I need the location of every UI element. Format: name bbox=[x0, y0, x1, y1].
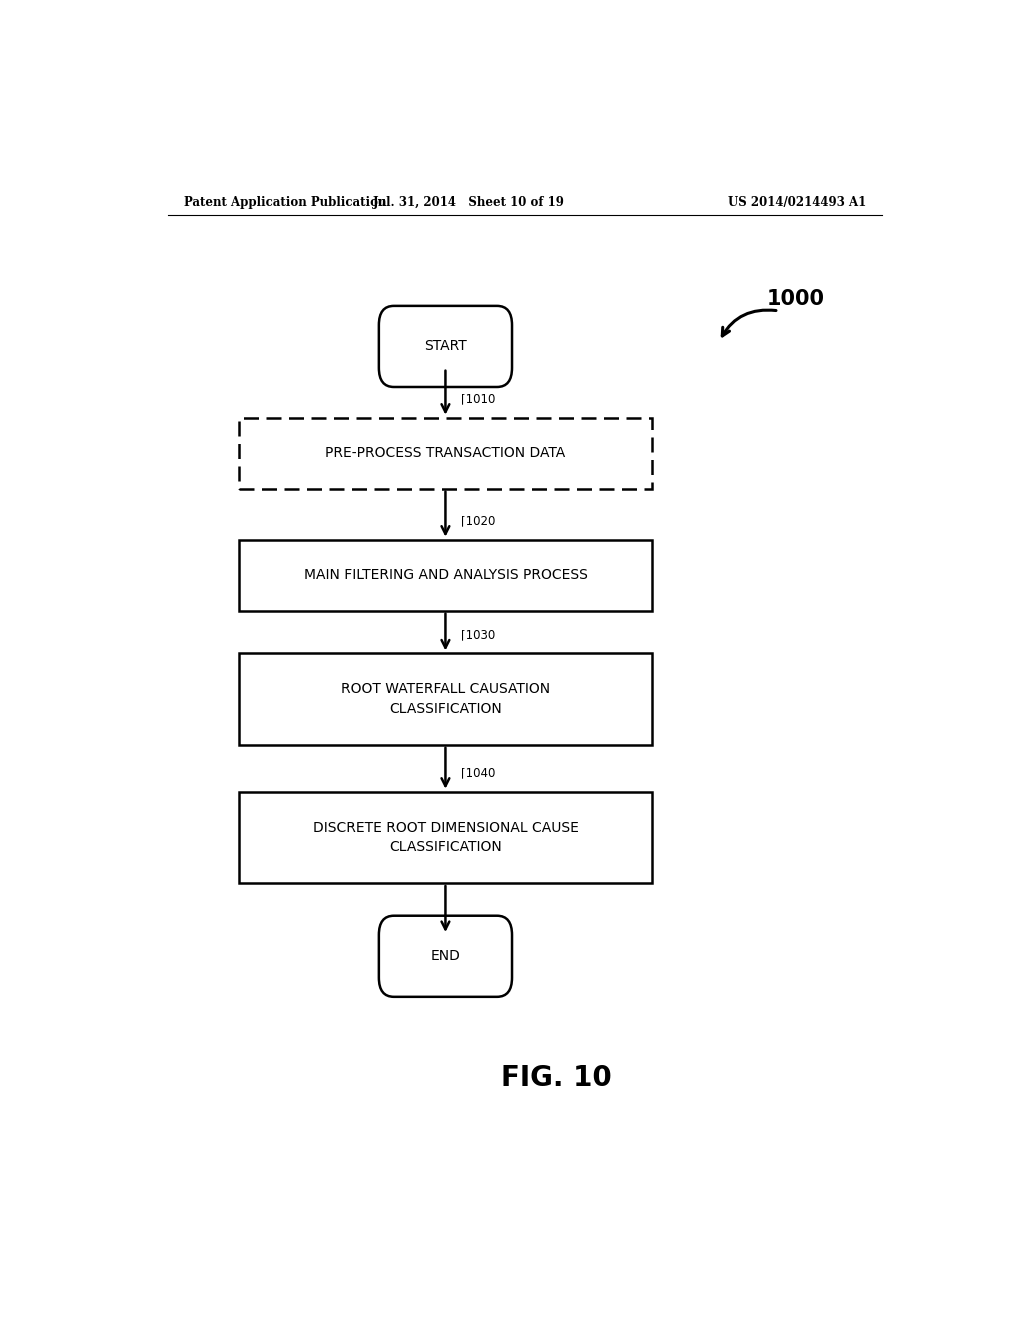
Bar bbox=[240, 792, 652, 883]
Text: FIG. 10: FIG. 10 bbox=[501, 1064, 612, 1092]
Text: MAIN FILTERING AND ANALYSIS PROCESS: MAIN FILTERING AND ANALYSIS PROCESS bbox=[303, 568, 588, 582]
Text: US 2014/0214493 A1: US 2014/0214493 A1 bbox=[728, 195, 866, 209]
Text: Patent Application Publication: Patent Application Publication bbox=[183, 195, 386, 209]
Text: PRE-PROCESS TRANSACTION DATA: PRE-PROCESS TRANSACTION DATA bbox=[326, 446, 565, 461]
Text: ⌈1030: ⌈1030 bbox=[462, 628, 496, 642]
Text: END: END bbox=[430, 949, 461, 964]
Text: Jul. 31, 2014   Sheet 10 of 19: Jul. 31, 2014 Sheet 10 of 19 bbox=[374, 195, 565, 209]
Bar bbox=[240, 540, 652, 611]
Text: ⌈1020: ⌈1020 bbox=[462, 515, 496, 528]
Text: DISCRETE ROOT DIMENSIONAL CAUSE
CLASSIFICATION: DISCRETE ROOT DIMENSIONAL CAUSE CLASSIFI… bbox=[312, 821, 579, 854]
Text: ⌈1040: ⌈1040 bbox=[462, 767, 496, 779]
FancyBboxPatch shape bbox=[379, 306, 512, 387]
Text: START: START bbox=[424, 339, 467, 354]
Text: ⌈1010: ⌈1010 bbox=[462, 392, 496, 405]
FancyBboxPatch shape bbox=[379, 916, 512, 997]
Text: ROOT WATERFALL CAUSATION
CLASSIFICATION: ROOT WATERFALL CAUSATION CLASSIFICATION bbox=[341, 682, 550, 715]
Bar bbox=[240, 653, 652, 744]
Text: 1000: 1000 bbox=[767, 289, 825, 309]
Bar bbox=[240, 417, 652, 488]
